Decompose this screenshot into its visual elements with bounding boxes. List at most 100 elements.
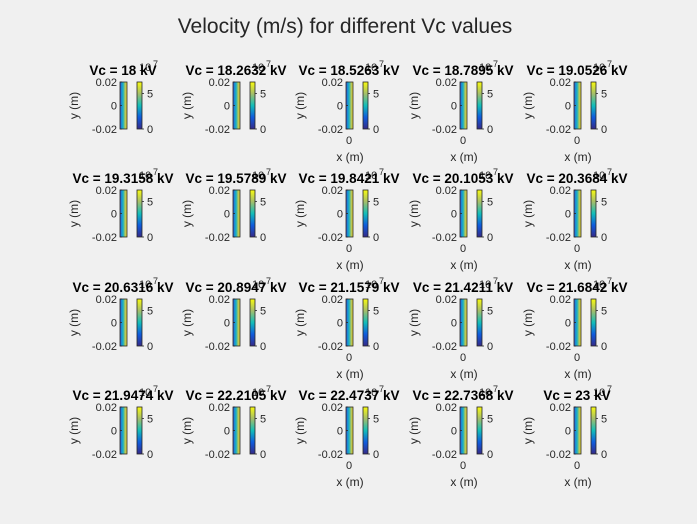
y-axis-label: y (m) — [407, 200, 421, 227]
y-axis-label: y (m) — [521, 417, 535, 444]
colorbar-exponent: 7 — [153, 59, 158, 69]
colorbar-exponent: 7 — [607, 276, 612, 286]
colorbar-tick-label: 0 — [260, 232, 266, 244]
colorbar-exponent: 7 — [153, 384, 158, 394]
colorbar — [476, 189, 483, 238]
colorbar-tick-label: 0 — [373, 232, 379, 244]
colorbar-tick-label: 5 — [373, 196, 379, 208]
colorbar-exponent-base: 10 — [252, 170, 264, 182]
y-tick-label: 0.02 — [322, 294, 343, 306]
x-axis-label: x (m) — [450, 258, 477, 272]
colorbar-tick-label: 5 — [147, 305, 153, 317]
colorbar-exponent: 7 — [607, 384, 612, 394]
y-tick-label: 0.02 — [436, 77, 457, 89]
y-tick-label: 0.02 — [96, 77, 117, 89]
colorbar-tick-label: 5 — [487, 413, 493, 425]
heatmap-field — [346, 190, 353, 237]
y-axis-label: y (m) — [293, 200, 307, 227]
x-axis-label: x (m) — [336, 475, 363, 489]
colorbar-tick-label: 5 — [601, 88, 607, 100]
colorbar-tick-label: 0 — [147, 341, 153, 353]
y-axis-label: y (m) — [293, 92, 307, 119]
x-axis-label: x (m) — [564, 150, 591, 164]
colorbar-tick-label: 5 — [601, 196, 607, 208]
colorbar-tick-label: 0 — [487, 341, 493, 353]
x-axis-label: x (m) — [450, 150, 477, 164]
y-tick-label: 0 — [451, 209, 457, 221]
colorbar-exponent: 7 — [153, 167, 158, 177]
y-tick-label: 0 — [451, 426, 457, 438]
colorbar-exponent-base: 10 — [139, 170, 151, 182]
y-axis-label: y (m) — [293, 309, 307, 336]
heatmap-field — [120, 190, 127, 237]
y-tick-label: 0.02 — [436, 185, 457, 197]
y-tick-label: 0.02 — [209, 294, 230, 306]
y-tick-label: -0.02 — [432, 449, 457, 461]
y-tick-label: 0.02 — [322, 77, 343, 89]
y-tick-label: 0 — [451, 318, 457, 330]
x-axis-label: x (m) — [450, 475, 477, 489]
subplot-title: Vc = 18.2632 kV — [186, 63, 287, 78]
y-tick-label: 0 — [337, 209, 343, 221]
y-axis-label: y (m) — [67, 92, 81, 119]
heatmap-field — [574, 407, 581, 454]
y-tick-label: 0.02 — [436, 294, 457, 306]
colorbar — [476, 406, 483, 455]
colorbar — [136, 406, 143, 455]
y-tick-label: -0.02 — [546, 341, 571, 353]
colorbar-tick-label: 5 — [147, 88, 153, 100]
colorbar-exponent-base: 10 — [252, 387, 264, 399]
y-tick-label: 0.02 — [322, 185, 343, 197]
y-tick-label: -0.02 — [205, 232, 230, 244]
y-axis-label: y (m) — [180, 309, 194, 336]
subplot-title: Vc = 22.2105 kV — [186, 388, 287, 403]
y-tick-label: 0 — [224, 101, 230, 113]
heatmap-field — [120, 299, 127, 346]
y-axis-label: y (m) — [180, 200, 194, 227]
colorbar — [249, 189, 256, 238]
y-axis-label: y (m) — [407, 92, 421, 119]
y-tick-label: 0 — [111, 209, 117, 221]
heatmap-field — [346, 407, 353, 454]
heatmap-field — [120, 82, 127, 129]
y-tick-label: -0.02 — [318, 449, 343, 461]
y-tick-label: 0.02 — [436, 402, 457, 414]
colorbar-exponent: 7 — [493, 59, 498, 69]
colorbar-exponent-base: 10 — [252, 62, 264, 74]
x-tick-label: 0 — [574, 243, 580, 255]
colorbar-exponent: 7 — [266, 167, 271, 177]
colorbar-tick-label: 5 — [260, 305, 266, 317]
colorbar — [249, 406, 256, 455]
heatmap-field — [120, 407, 127, 454]
x-tick-label: 0 — [346, 460, 352, 472]
colorbar-exponent-base: 10 — [139, 62, 151, 74]
colorbar-tick-label: 0 — [601, 124, 607, 136]
x-axis-label: x (m) — [336, 150, 363, 164]
colorbar — [362, 189, 369, 238]
x-axis-label: x (m) — [336, 367, 363, 381]
colorbar — [362, 81, 369, 130]
subplot-title: Vc = 18.7895 kV — [413, 63, 514, 78]
colorbar — [136, 298, 143, 347]
colorbar-exponent: 7 — [379, 59, 384, 69]
colorbar — [590, 189, 597, 238]
heatmap-field — [346, 82, 353, 129]
y-axis-label: y (m) — [407, 417, 421, 444]
y-axis-label: y (m) — [180, 417, 194, 444]
y-tick-label: -0.02 — [92, 341, 117, 353]
x-tick-label: 0 — [346, 135, 352, 147]
y-tick-label: -0.02 — [432, 341, 457, 353]
y-axis-label: y (m) — [521, 92, 535, 119]
heatmap-field — [460, 407, 467, 454]
x-axis-label: x (m) — [564, 475, 591, 489]
y-tick-label: 0 — [337, 426, 343, 438]
colorbar-tick-label: 5 — [601, 413, 607, 425]
y-tick-label: -0.02 — [205, 449, 230, 461]
colorbar-exponent-base: 10 — [593, 170, 605, 182]
subplot-title: Vc = 18 kV — [89, 63, 156, 78]
y-tick-label: 0.02 — [209, 77, 230, 89]
y-tick-label: 0 — [224, 209, 230, 221]
heatmap-field — [233, 190, 240, 237]
y-tick-label: 0 — [451, 101, 457, 113]
colorbar-tick-label: 5 — [147, 413, 153, 425]
